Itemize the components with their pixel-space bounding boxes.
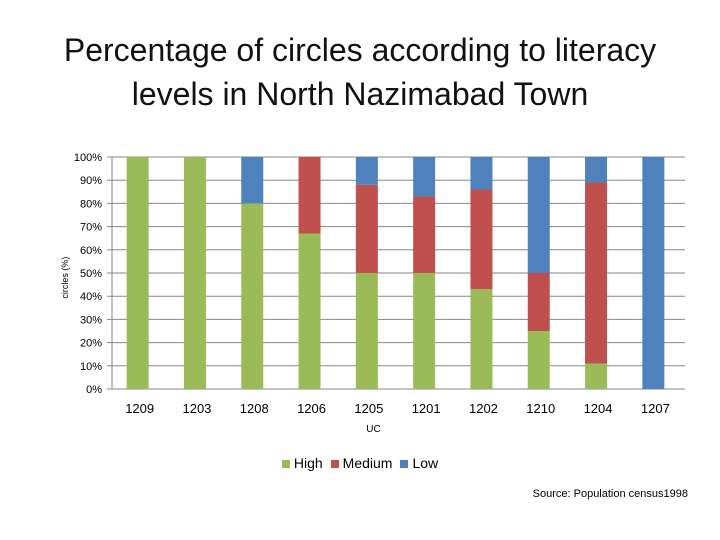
bar-segment-high	[126, 157, 149, 389]
bar-segment-high	[585, 363, 608, 389]
legend-label: High	[293, 455, 323, 471]
legend-swatch	[330, 460, 339, 469]
bar-segment-low	[585, 157, 608, 183]
x-tick-label: 1206	[297, 401, 326, 416]
bar-segment-medium	[413, 196, 436, 273]
x-tick-label: 1207	[641, 401, 670, 416]
x-tick-label: 1209	[125, 401, 154, 416]
y-tick-label: 10%	[80, 361, 102, 373]
bar-segment-medium	[585, 182, 608, 364]
title-line-1: Percentage of circles according to liter…	[63, 32, 657, 68]
bar-segment-low	[355, 157, 378, 185]
bar-segment-high	[355, 273, 378, 389]
x-axis-title: UC	[366, 424, 380, 435]
y-tick-label: 60%	[80, 245, 102, 257]
bar-segment-high	[413, 273, 436, 389]
bar-segment-high	[298, 233, 321, 389]
bar-segment-high	[527, 331, 550, 389]
chart-title: Percentage of circles according to liter…	[0, 28, 720, 116]
x-tick-label: 1208	[240, 401, 269, 416]
bar-segment-low	[527, 157, 550, 273]
source-note: Source: Population census1998	[532, 488, 688, 500]
y-tick-label: 90%	[80, 175, 102, 187]
bar-segment-high	[241, 203, 264, 389]
x-tick-label: 1210	[526, 401, 555, 416]
legend-swatch	[281, 460, 290, 469]
x-tick-label: 1202	[469, 401, 498, 416]
bar-segment-low	[241, 157, 264, 204]
y-axis-title: circles (%)	[60, 257, 70, 299]
bar-segment-high	[470, 289, 493, 389]
x-tick-label: 1203	[182, 401, 211, 416]
x-tick-label: 1205	[354, 401, 383, 416]
y-tick-label: 20%	[80, 338, 102, 350]
y-tick-label: 80%	[80, 198, 102, 210]
bar-segment-low	[642, 157, 665, 389]
legend-item-medium: Medium	[330, 455, 393, 471]
bar-segment-medium	[470, 189, 493, 290]
chart-legend: High Medium Low	[0, 455, 720, 471]
bar-segment-low	[470, 157, 493, 190]
x-tick-label: 1204	[584, 401, 613, 416]
x-tick-label: 1201	[412, 401, 441, 416]
bar-segment-medium	[355, 184, 378, 273]
y-tick-label: 30%	[80, 314, 102, 326]
bar-segment-high	[183, 157, 206, 389]
legend-swatch	[400, 460, 409, 469]
y-tick-label: 70%	[80, 222, 102, 234]
y-tick-label: 50%	[80, 268, 102, 280]
bar-segment-medium	[527, 273, 550, 331]
title-line-2: levels in North Nazimabad Town	[131, 76, 589, 112]
bar-segment-medium	[298, 157, 321, 234]
legend-label: Low	[412, 455, 439, 471]
legend-item-high: High	[281, 455, 323, 471]
legend-label: Medium	[342, 455, 393, 471]
bar-segment-low	[413, 157, 436, 197]
y-tick-label: 0%	[86, 384, 102, 396]
y-tick-label: 40%	[80, 291, 102, 303]
legend-item-low: Low	[400, 455, 438, 471]
y-tick-label: 100%	[74, 152, 102, 164]
